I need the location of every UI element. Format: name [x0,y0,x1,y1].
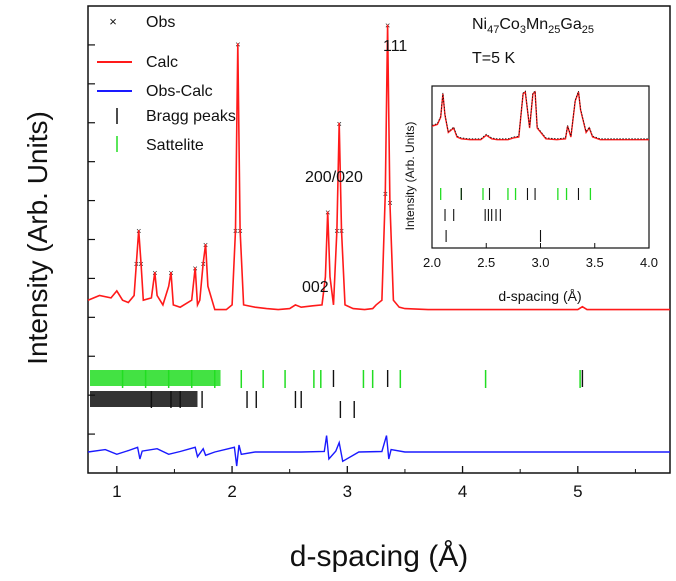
bragg-dense-band [90,391,198,407]
legend-obs-marker: × [109,14,117,29]
x-tick-label: 5 [573,482,582,501]
legend-satellite-label: Sattelite [146,137,204,154]
inset-x-tick-label: 3.0 [531,255,549,270]
inset-x-axis-title: d-spacing (Å) [498,288,581,304]
main-x-ticks: 1 2 3 4 5 [112,466,636,501]
legend-obs-label: Obs [146,14,175,31]
peak-label-002: 002 [302,279,329,296]
inset-x-ticks: 2.0 2.5 3.0 3.5 4.0 [423,243,658,270]
temperature-label: T=5 K [472,50,515,67]
x-tick-label: 4 [458,482,467,501]
obs-calc-line [87,435,670,467]
inset-x-tick-label: 3.5 [586,255,604,270]
inset-obs-line [431,90,649,140]
inset-x-tick-label: 2.0 [423,255,441,270]
inset-x-tick-label: 2.5 [477,255,495,270]
peak-label-111: 111 [383,38,407,55]
satellite-dense-band [90,370,221,386]
legend: × Obs Calc Obs-Calc Bragg peaks Sattelit… [97,14,236,154]
legend-bragg-label: Bragg peaks [146,108,236,125]
peak-label-200-020: 200/020 [305,169,363,186]
calc-line [87,24,670,311]
satellite-markers [90,370,581,388]
inset-y-axis-title: Intensity (Arb. Units) [403,122,417,231]
x-axis-title: d-spacing (Å) [290,540,468,573]
x-tick-label: 3 [343,482,352,501]
legend-diff-label: Obs-Calc [146,83,213,100]
x-tick-label: 2 [227,482,236,501]
inset-x-tick-label: 4.0 [640,255,658,270]
x-tick-label: 1 [112,482,121,501]
inset-plot-frame [431,85,650,249]
composition-label: Ni47Co3Mn25Ga25 [472,16,594,36]
legend-calc-label: Calc [146,54,178,71]
inset-bragg-markers [444,188,580,242]
bragg-peak-markers [90,370,584,418]
y-axis-title: Intensity (Arb. Units) [22,111,53,365]
